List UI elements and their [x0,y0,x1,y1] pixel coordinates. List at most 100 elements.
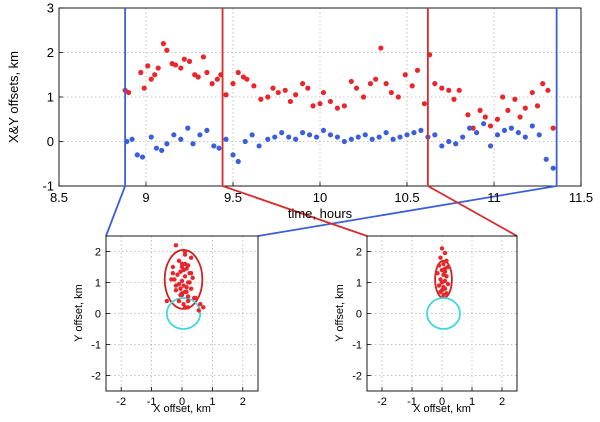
right-inset-grid [367,236,517,391]
main-y-offset-point [402,72,408,78]
main-y-offset-point [505,107,511,113]
main-y-offset-point [214,76,220,82]
main-x-offset-point [397,134,403,140]
left-y-tick-label: -2 [91,370,101,382]
main-y-offset-point [494,116,501,122]
main-y-offset-point [421,101,427,107]
main-y-offset-point [482,114,488,120]
main-y-offset-point [138,69,144,76]
right-offsets-point [442,266,448,271]
main-x-offset-point [204,127,210,133]
main-y-offset-point [223,92,229,98]
right-y-tick-label: 2 [356,246,362,258]
left-inset-marks [163,243,206,330]
right-offsets-point [441,261,446,267]
main-y-offset-point [270,85,276,91]
right-axes-frame [366,235,518,392]
right-offsets-point [438,255,443,260]
main-x-offset-point [153,145,160,151]
main-x-tick-label: 9.5 [224,190,242,205]
main-x-offset-point [286,134,292,140]
main-x-tick-label: 10 [313,190,327,205]
main-x-offset-point [411,130,417,136]
main-y-offset-point [540,81,546,87]
main-y-offset-point [500,94,506,100]
main-y-offset-point [152,72,158,78]
main-x-offset-point [293,136,299,142]
main-y-offset-point [451,96,457,102]
left-offsets-point [172,277,177,282]
right-offsets-point [445,281,451,287]
left-offsets-point [190,275,195,281]
main-x-offset-point [550,165,556,171]
main-y-offset-point [529,89,535,96]
right-offsets-point [435,271,440,276]
main-x-offset-point [320,127,327,133]
left-offsets-point [179,292,185,298]
main-y-offset-point [164,47,170,53]
zoom-guide-line [221,8,368,237]
main-x-offset-point [439,143,445,149]
main-y-offset-point [465,112,471,118]
left-y-axis-label: Y offset, km [73,284,85,342]
main-x-offset-point [383,130,389,136]
main-y-offset-point [282,87,288,93]
main-x-offset-point [148,134,154,140]
left-inset-axes [105,235,259,392]
left-offsets-point [196,308,201,313]
main-y-offset-point [145,63,151,69]
main-y-offset-point [195,74,201,80]
main-x-tick-label: 9 [142,190,149,205]
main-y-offset-point [550,125,556,131]
main-y-offset-point [327,98,334,105]
left-y-tick-label: 2 [95,246,101,258]
zoom-guide-line [105,8,127,237]
main-y-offset-point [300,81,306,87]
left-x-tick-label: 2 [240,396,246,408]
right-x-tick-label: 2 [499,396,505,408]
left-offsets-point [193,295,198,301]
left-offsets-point [184,289,189,294]
main-x-axis-label: time, hours [288,206,353,221]
left-x-axis-label: X offset, km [153,403,211,415]
main-x-offset-point [515,130,521,136]
main-y-offset-point [235,69,241,76]
left-x-tick-label: -1 [147,396,157,408]
left-offsets-point [188,286,194,291]
main-x-offset-point [341,138,347,145]
main-x-offset-point [467,125,473,131]
zoom-guide-line [426,8,518,237]
left-offsets-point [182,261,188,267]
main-y-tick-label: 3 [47,1,54,16]
left-offsets-point [187,280,192,285]
main-y-tick-label: 2 [47,45,54,60]
main-y-offset-point [367,81,374,87]
main-y-offset-point [258,96,264,102]
main-y-offset-point [409,83,415,89]
right-x-tick-label: -2 [377,396,387,408]
main-x-offset-point [487,143,494,149]
left-offsets-point [176,298,182,304]
main-y-offset-point [148,76,154,82]
main-y-offset-point [287,98,294,105]
main-y-offset-point [383,81,389,87]
main-x-offset-point [223,136,229,142]
main-x-offset-point [300,130,306,136]
main-y-offset-point [341,103,347,109]
main-chart-axes [58,7,582,187]
main-x-offset-point [522,134,528,140]
left-offsets-point [185,305,191,310]
main-x-offset-point [129,136,135,142]
right-cyan-reference-ellipse [426,297,461,330]
main-x-offset-point [279,130,285,136]
left-offsets-point [170,264,176,270]
right-offsets-point [436,263,442,268]
main-x-offset-point [529,123,535,129]
right-offsets-point [436,283,442,288]
main-y-offset-point [487,123,494,129]
left-offsets-point [182,249,188,254]
left-offsets-point [178,286,183,291]
main-x-offset-point [480,121,487,127]
main-x-offset-point [211,143,217,149]
main-x-offset-point [313,134,320,140]
